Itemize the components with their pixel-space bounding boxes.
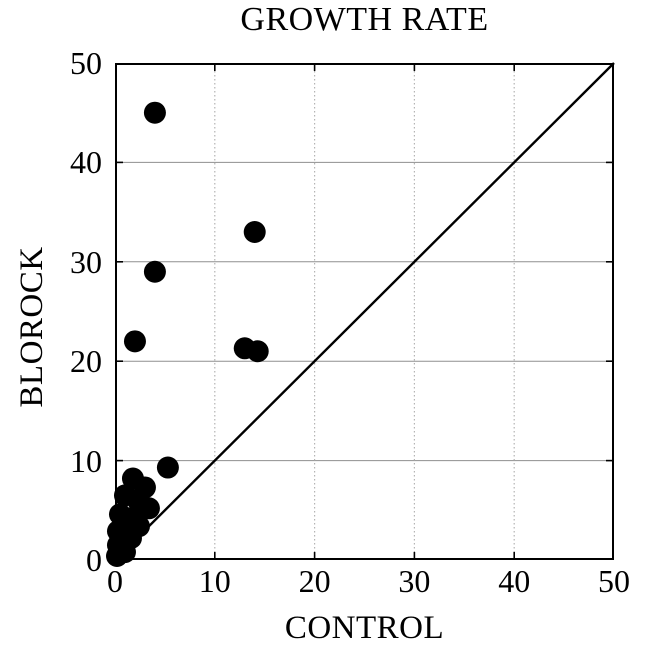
plot-frame (115, 63, 614, 560)
data-point (243, 220, 266, 243)
chart-title: GROWTH RATE (240, 1, 489, 38)
x-tick-label: 50 (598, 563, 630, 599)
data-point (105, 545, 128, 568)
x-tick-label: 20 (298, 563, 331, 599)
data-point (246, 340, 269, 363)
x-tick-label: 40 (498, 563, 531, 599)
y-tick-label: 40 (70, 144, 102, 181)
data-point (137, 497, 160, 520)
y-tick-label: 0 (86, 542, 102, 578)
x-tick-label: 0 (107, 563, 123, 599)
scatter-plot-svg (105, 62, 615, 568)
y-tick-label: 50 (70, 45, 102, 81)
data-point (143, 101, 166, 124)
y-tick-label: 20 (70, 343, 102, 380)
plot-area (105, 62, 615, 568)
x-axis-label: CONTROL (284, 610, 445, 646)
data-point (143, 260, 166, 283)
y-tick-label: 10 (70, 442, 102, 479)
x-tick-label: 30 (398, 563, 431, 599)
data-point (123, 330, 146, 353)
y-axis-label: BLOROCK (14, 246, 50, 408)
identity-line (114, 62, 615, 561)
data-point (156, 456, 179, 479)
x-tick-label: 10 (198, 563, 231, 599)
y-tick-label: 30 (70, 243, 102, 280)
